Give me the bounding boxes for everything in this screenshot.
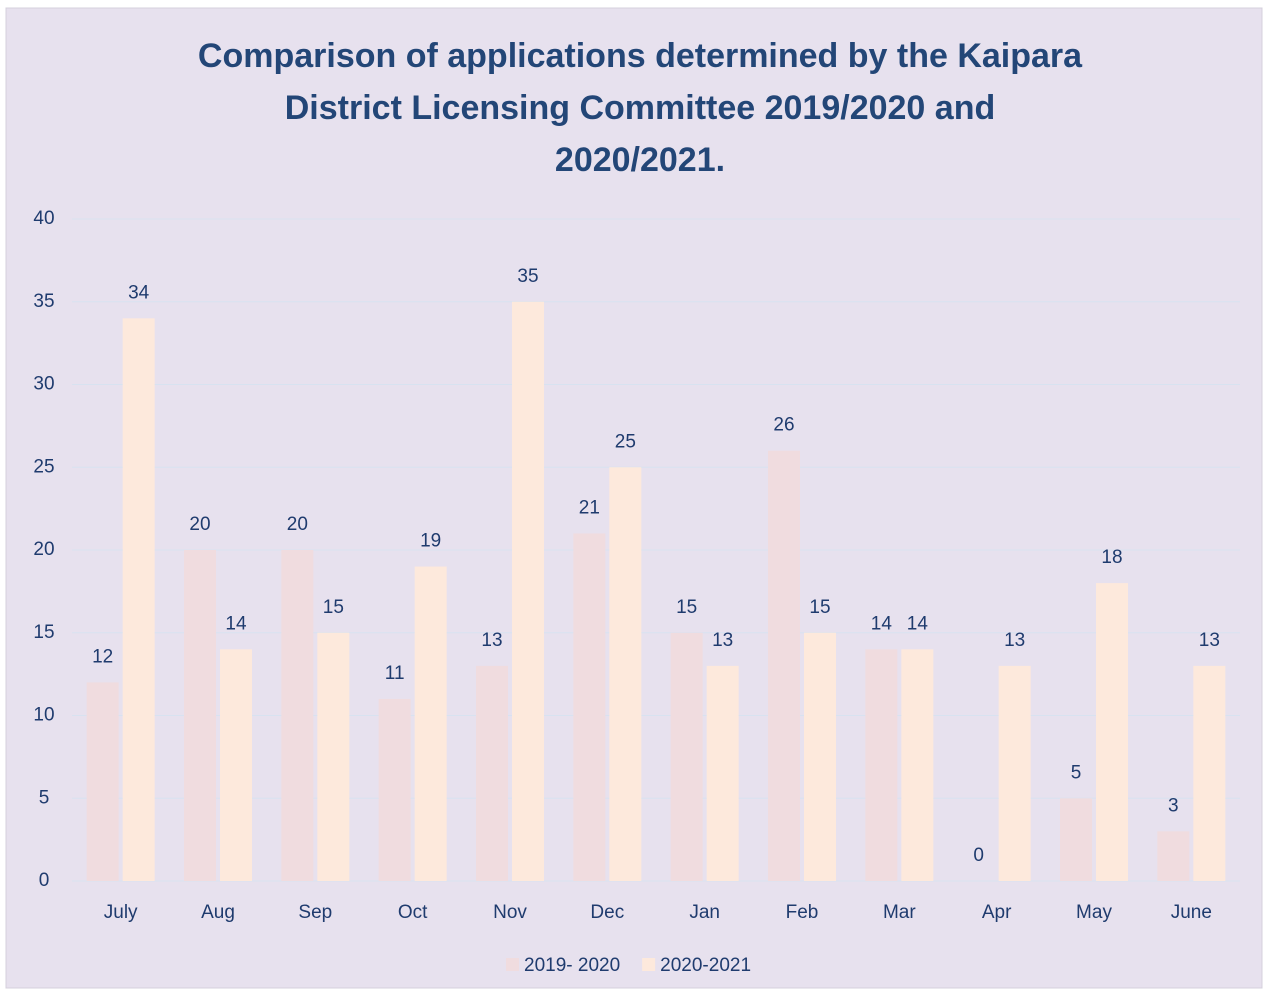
data-label: 3	[1168, 795, 1179, 816]
data-label: 14	[225, 613, 247, 634]
data-label: 5	[1071, 762, 1082, 783]
x-tick-label: May	[1076, 902, 1112, 923]
data-label: 19	[420, 531, 441, 552]
data-label: 20	[189, 514, 210, 535]
data-label: 14	[871, 613, 893, 634]
data-label: 34	[128, 282, 150, 303]
data-label: 12	[92, 646, 113, 667]
bar	[1193, 665, 1226, 881]
bar	[414, 566, 447, 881]
bar	[865, 649, 898, 881]
data-label: 15	[809, 597, 830, 618]
x-tick-label: Feb	[786, 902, 819, 923]
data-label: 0	[973, 845, 984, 866]
bar	[670, 632, 703, 881]
bar	[609, 467, 642, 881]
bar	[573, 533, 606, 881]
x-tick-label: Nov	[493, 902, 527, 923]
x-tick-label: July	[104, 902, 138, 923]
bar	[317, 632, 350, 881]
data-label: 13	[481, 630, 502, 651]
bar	[512, 301, 544, 881]
y-tick-label: 40	[33, 208, 54, 229]
y-tick-label: 20	[33, 539, 54, 560]
bar	[1060, 798, 1092, 881]
x-tick-label: Oct	[398, 902, 428, 923]
bar	[184, 550, 216, 881]
x-tick-label: Dec	[590, 902, 624, 923]
x-tick-label: Mar	[883, 902, 916, 923]
bar	[768, 450, 800, 881]
bar	[804, 632, 836, 881]
legend-label: 2020-2021	[660, 955, 751, 976]
bar	[476, 665, 508, 881]
data-label: 35	[517, 266, 538, 287]
bar	[378, 698, 411, 881]
bar	[706, 665, 739, 881]
data-label: 13	[1199, 630, 1220, 651]
data-label: 18	[1101, 547, 1122, 568]
data-label: 26	[773, 415, 794, 436]
legend-label: 2019- 2020	[524, 955, 620, 976]
data-label: 21	[579, 497, 600, 518]
bar	[86, 682, 119, 881]
data-label: 20	[287, 514, 308, 535]
x-tick-label: Sep	[298, 902, 332, 923]
y-tick-label: 15	[33, 622, 54, 643]
bar	[220, 649, 252, 881]
data-label: 14	[907, 613, 929, 634]
y-tick-label: 25	[33, 456, 54, 477]
y-tick-label: 10	[33, 705, 54, 726]
y-tick-label: 0	[39, 870, 50, 891]
bar	[281, 550, 314, 881]
bar	[901, 649, 934, 881]
chart-title: 2020/2021.	[555, 141, 725, 179]
y-tick-label: 5	[39, 787, 50, 808]
y-tick-label: 35	[33, 291, 54, 312]
data-label: 11	[385, 663, 405, 684]
data-label: 15	[676, 597, 697, 618]
legend-swatch	[506, 958, 519, 971]
x-tick-label: Jan	[689, 902, 720, 923]
bar	[998, 665, 1031, 881]
bar	[1096, 583, 1128, 881]
x-tick-label: Aug	[201, 902, 235, 923]
data-label: 15	[323, 597, 344, 618]
data-label: 13	[1004, 630, 1025, 651]
x-tick-label: June	[1171, 902, 1212, 923]
chart-title: Comparison of applications determined by…	[198, 37, 1083, 75]
data-label: 25	[615, 431, 636, 452]
bar	[122, 318, 155, 881]
chart-title: District Licensing Committee 2019/2020 a…	[285, 89, 995, 127]
y-tick-label: 30	[33, 374, 54, 395]
x-tick-label: Apr	[982, 902, 1012, 923]
data-label: 13	[712, 630, 733, 651]
legend-swatch	[642, 958, 656, 971]
bar	[1157, 831, 1190, 881]
